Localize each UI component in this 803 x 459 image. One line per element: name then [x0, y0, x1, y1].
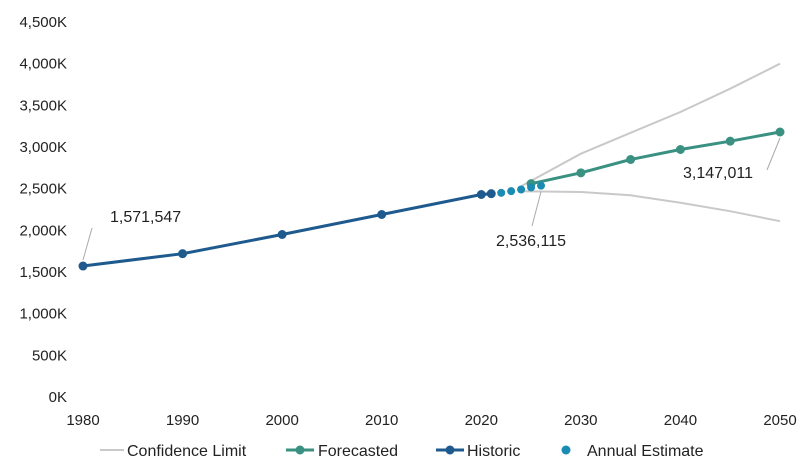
- y-tick-label: 3,500K: [19, 97, 67, 114]
- y-tick-label: 1,000K: [19, 306, 67, 323]
- annotation-leader: [766, 137, 781, 171]
- legend-label: Confidence Limit: [127, 443, 247, 459]
- confidence-limit-line: [520, 62, 781, 188]
- x-tick-label: 2040: [664, 412, 697, 429]
- x-tick-label: 2000: [265, 412, 298, 429]
- forecasted-point: [775, 127, 785, 137]
- confidence-limit-line: [521, 190, 781, 223]
- y-tick-label: 3,000K: [19, 139, 67, 156]
- annual-estimate-point: [517, 185, 526, 194]
- annual-estimate-point: [507, 187, 516, 196]
- y-tick-label: 1,500K: [19, 264, 67, 281]
- y-tick-label: 500K: [32, 347, 67, 364]
- y-tick-label: 4,000K: [19, 56, 67, 73]
- x-tick-label: 2050: [763, 412, 796, 429]
- x-tick-label: 1990: [166, 412, 199, 429]
- annual-estimate-point: [497, 188, 506, 197]
- x-tick-label: 2010: [365, 412, 398, 429]
- forecasted-line: [530, 130, 781, 186]
- annotation-leader: [531, 191, 542, 227]
- legend-marker-historic: [445, 445, 455, 455]
- y-tick-label: 4,500K: [19, 14, 67, 31]
- plot-area: [78, 62, 785, 271]
- annual-estimate-point: [537, 181, 546, 190]
- legend-marker-forecasted: [295, 445, 305, 455]
- forecasted-point: [576, 168, 586, 178]
- y-tick-label: 2,000K: [19, 222, 67, 239]
- historic-point: [486, 189, 496, 199]
- historic-point: [377, 210, 387, 219]
- historic-point: [277, 230, 287, 239]
- forecasted-point: [626, 155, 636, 164]
- historic-line: [82, 192, 492, 268]
- x-tick-label: 1980: [66, 412, 99, 429]
- forecasted-point: [675, 145, 685, 154]
- x-tick-label: 2020: [465, 412, 498, 429]
- annotations: 1,571,547 2,536,115 3,147,011: [82, 137, 781, 261]
- y-tick-label: 0K: [49, 389, 67, 406]
- annual-estimate-point: [527, 183, 536, 192]
- historic-point: [178, 249, 188, 259]
- legend: Confidence Limit Forecasted Historic Annual…: [100, 443, 704, 459]
- annotation-label: 2,536,115: [496, 233, 566, 250]
- legend-marker-annual-estimate: [561, 445, 571, 455]
- x-axis: 1980 1990 2000 2010 2020 2030 2040 2050: [66, 412, 796, 429]
- y-tick-label: 2,500K: [19, 181, 67, 198]
- historic-point: [78, 261, 88, 271]
- legend-label: Annual Estimate: [587, 443, 704, 459]
- historic-point: [476, 190, 486, 199]
- annotation-label: 1,571,547: [110, 209, 181, 226]
- annotation-label: 3,147,011: [683, 165, 753, 182]
- legend-label: Forecasted: [318, 443, 398, 459]
- annotation-leader: [82, 227, 93, 261]
- y-axis: 0K 500K 1,000K 1,500K 2,000K 2,500K 3,000K 3,50…: [19, 14, 67, 406]
- legend-label: Historic: [467, 443, 520, 459]
- forecasted-point: [725, 136, 735, 146]
- x-tick-label: 2030: [564, 412, 597, 429]
